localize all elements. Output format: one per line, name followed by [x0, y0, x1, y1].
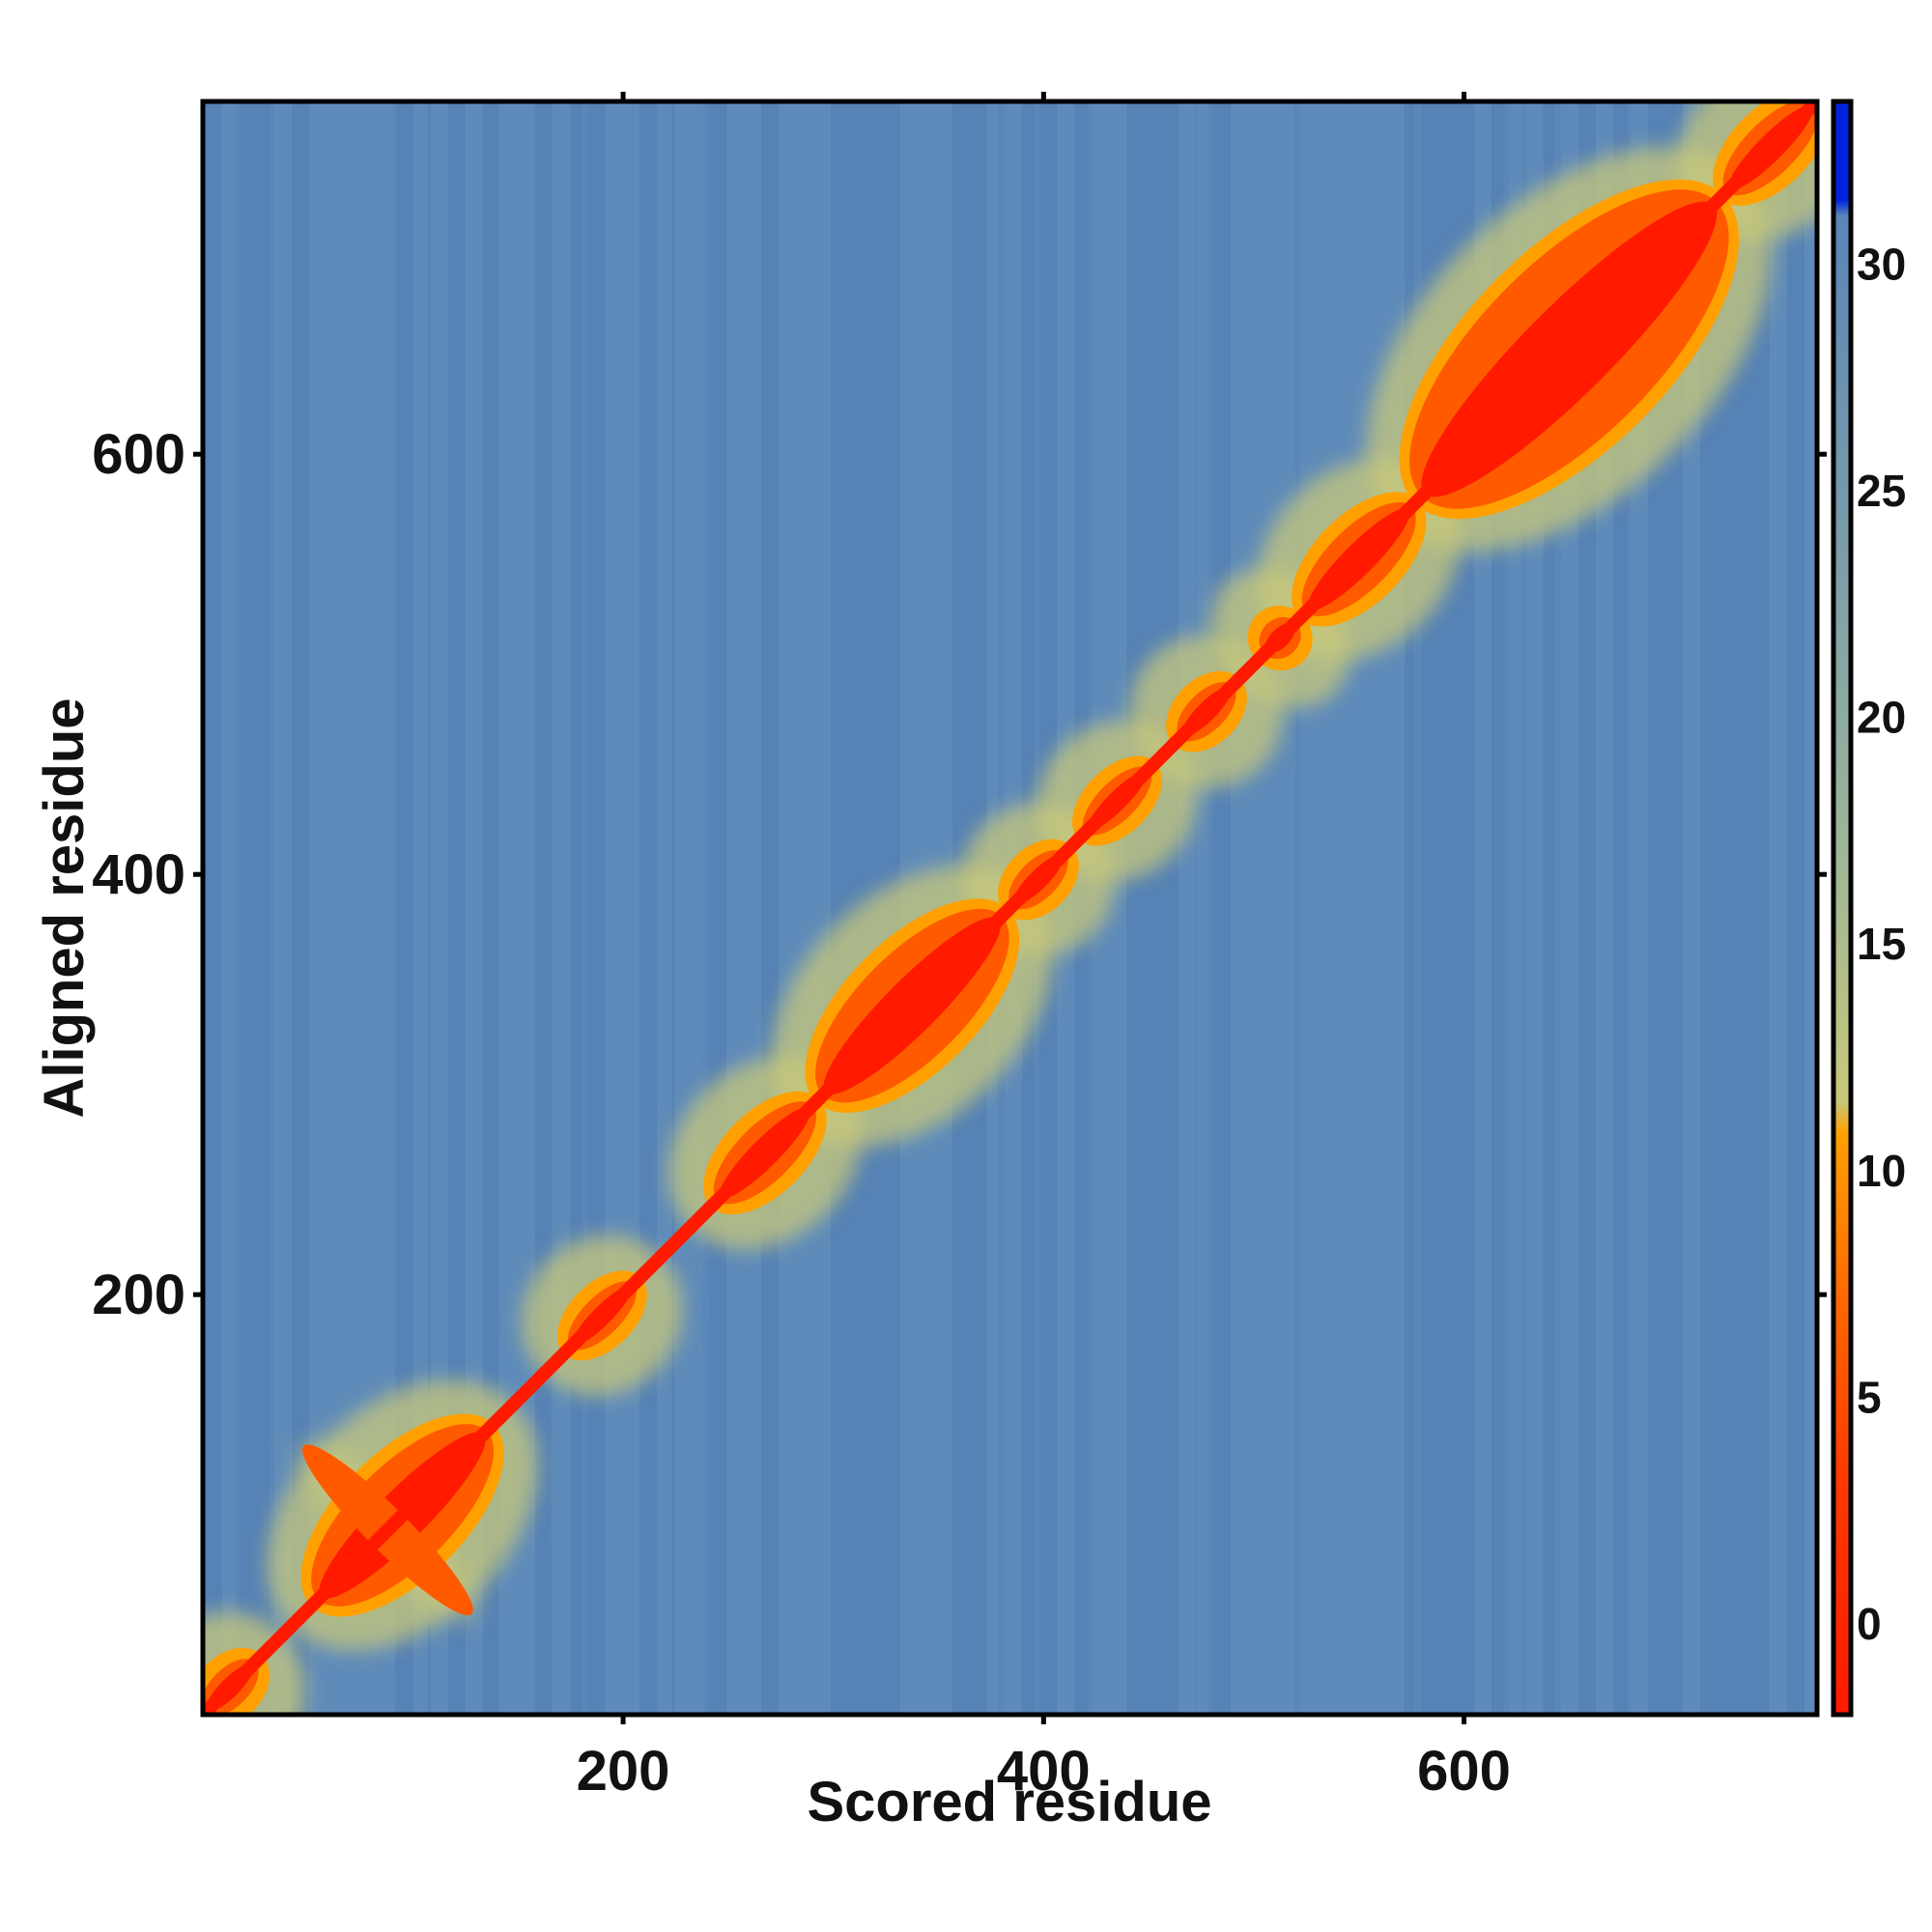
- plot-frame: [200, 99, 1820, 1718]
- diagonal-line: [205, 103, 1815, 1713]
- texture-stripe: [622, 103, 656, 1713]
- texture-stripe: [1787, 103, 1815, 1713]
- colorbar-tick-label: 0: [1857, 1599, 1882, 1649]
- texture-stripe: [1161, 103, 1180, 1713]
- texture-stripe: [1283, 103, 1295, 1713]
- y-tick-label: 200: [92, 1264, 185, 1326]
- texture-stripe: [726, 103, 774, 1713]
- texture-stripe: [1196, 103, 1209, 1713]
- texture-stripe: [639, 103, 679, 1713]
- colorbar: 0 5 10 15 20 25 30: [1831, 99, 1906, 1718]
- texture-stripe: [813, 103, 852, 1713]
- texture-stripe: [1770, 103, 1797, 1713]
- x-axis-title: Scored residue: [807, 1771, 1211, 1833]
- texture-stripe: [831, 103, 851, 1713]
- colorbar-tick-label: 10: [1857, 1146, 1906, 1196]
- texture-stripe: [379, 103, 396, 1713]
- texture-stripe: [796, 103, 816, 1713]
- texture-stripe: [1248, 103, 1277, 1713]
- texture-stripe: [1544, 103, 1555, 1713]
- x-tick-label: 200: [577, 1740, 670, 1803]
- y-axis: 200 400 600: [92, 423, 1827, 1326]
- texture-stripe: [1179, 103, 1195, 1713]
- texture-stripe: [570, 103, 583, 1713]
- x-axis: 200 400 600: [577, 92, 1511, 1803]
- texture-stripe: [483, 103, 499, 1713]
- texture-stripe: [205, 103, 234, 1713]
- texture-stripe: [1318, 103, 1358, 1713]
- texture-stripe: [413, 103, 428, 1713]
- texture-stripe: [257, 103, 270, 1713]
- texture-stripe: [1213, 103, 1244, 1713]
- texture-stripe: [692, 103, 703, 1713]
- texture-stripe: [1300, 103, 1320, 1713]
- texture-stripe: [709, 103, 746, 1713]
- texture-stripe: [657, 103, 672, 1713]
- texture-stripe: [1109, 103, 1120, 1713]
- texture-stripe: [1735, 103, 1766, 1713]
- colorbar-tick-label: 5: [1857, 1372, 1882, 1422]
- y-tick-label: 600: [92, 423, 185, 486]
- texture-stripe: [1405, 103, 1415, 1713]
- y-tick-label: 400: [92, 843, 185, 906]
- x-tick-label: 600: [1417, 1740, 1511, 1803]
- texture-stripe: [1804, 103, 1815, 1713]
- texture-stripe: [1613, 103, 1628, 1713]
- colorbar-tick-label: 15: [1857, 919, 1906, 969]
- texture-stripe: [553, 103, 577, 1713]
- colorbar-tick-label: 30: [1857, 239, 1906, 289]
- x-tick-label: 400: [997, 1740, 1091, 1803]
- texture-stripe: [274, 103, 307, 1713]
- texture-stripe: [761, 103, 788, 1713]
- texture-stripe: [240, 103, 267, 1713]
- heatmap-area: [205, 103, 1815, 1713]
- texture-stripe: [1352, 103, 1386, 1713]
- texture-stripe: [1144, 103, 1179, 1713]
- colorbar-ticks: 0 5 10 15 20 25 30: [1857, 239, 1906, 1649]
- texture-stripe: [1126, 103, 1164, 1713]
- colorbar-fill: [1835, 103, 1849, 1713]
- texture-stripe: [674, 103, 702, 1713]
- texture-stripe: [1335, 103, 1351, 1713]
- colorbar-tick-label: 25: [1857, 466, 1906, 516]
- texture-stripe: [779, 103, 807, 1713]
- texture-stripe: [1231, 103, 1273, 1713]
- colorbar-tick-label: 20: [1857, 693, 1906, 743]
- texture-stripe: [292, 103, 313, 1713]
- texture-stripe: [744, 103, 771, 1713]
- texture-stripe: [1752, 103, 1787, 1713]
- colorbar-frame: [1831, 99, 1854, 1718]
- texture-stripe: [535, 103, 552, 1713]
- texture-stripe: [605, 103, 633, 1713]
- texture-stripe: [587, 103, 607, 1713]
- texture-stripe: [1265, 103, 1287, 1713]
- texture-stripe: [222, 103, 237, 1713]
- y-axis-title: Aligned residue: [33, 697, 96, 1118]
